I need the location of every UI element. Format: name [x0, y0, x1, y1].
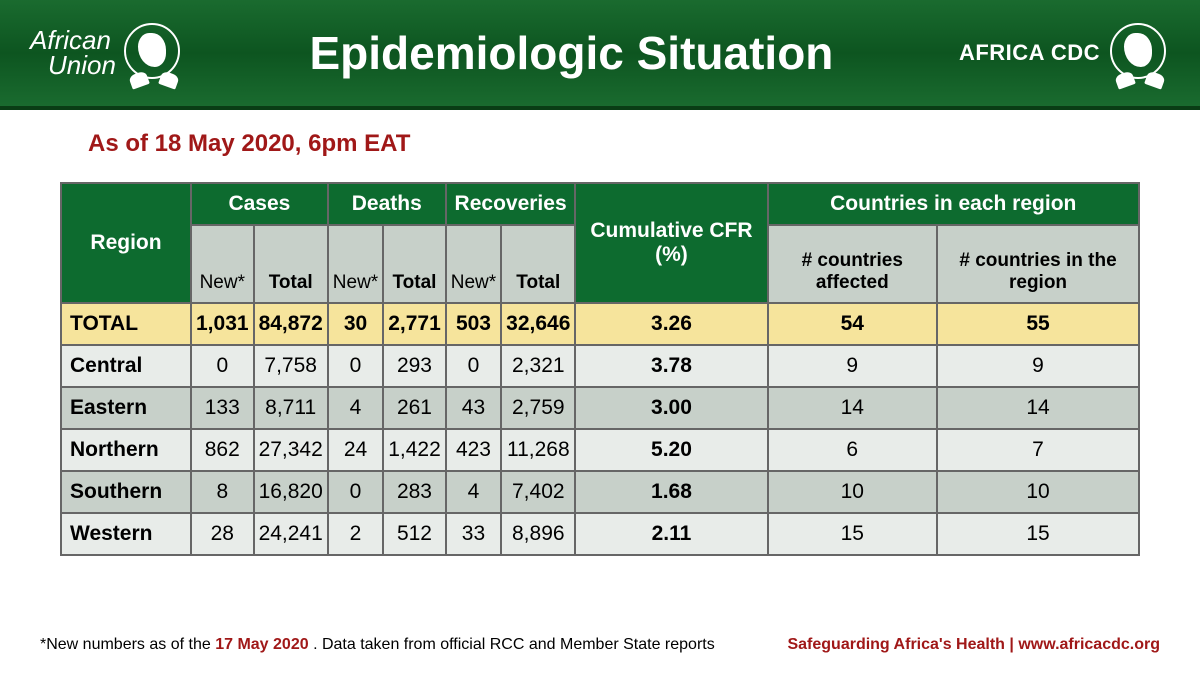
cell: Eastern	[61, 387, 191, 429]
cell: 2,321	[501, 345, 575, 387]
cell: 2	[328, 513, 383, 555]
cell: 15	[937, 513, 1139, 555]
cell: 28	[191, 513, 254, 555]
cell: TOTAL	[61, 303, 191, 345]
footnote-date: 17 May 2020	[215, 636, 308, 653]
cell: 24	[328, 429, 383, 471]
footer: *New numbers as of the 17 May 2020 . Dat…	[0, 636, 1200, 654]
cell: 512	[383, 513, 446, 555]
epidemiologic-table: Region Cases Deaths Recoveries Cumulativ…	[60, 182, 1140, 556]
cell: 7,758	[254, 345, 328, 387]
subcol-inregion: # countries in the region	[937, 225, 1139, 303]
cell: 1,422	[383, 429, 446, 471]
cell: 7	[937, 429, 1139, 471]
col-cases: Cases	[191, 183, 328, 225]
tagline: Safeguarding Africa's Health | www.afric…	[787, 636, 1160, 654]
cell: 16,820	[254, 471, 328, 513]
cell: 54	[768, 303, 938, 345]
cell: 32,646	[501, 303, 575, 345]
cell: 293	[383, 345, 446, 387]
cell: 1.68	[575, 471, 767, 513]
cell: Western	[61, 513, 191, 555]
cell: 24,241	[254, 513, 328, 555]
cell: 9	[937, 345, 1139, 387]
table-row: Western2824,2412512338,8962.111515	[61, 513, 1139, 555]
subcol-cases-total: Total	[254, 225, 328, 303]
cell: 9	[768, 345, 938, 387]
cell: 84,872	[254, 303, 328, 345]
col-recoveries: Recoveries	[446, 183, 576, 225]
table-row-total: TOTAL 1,031 84,872 30 2,771 503 32,646 3…	[61, 303, 1139, 345]
subcol-deaths-new: New*	[328, 225, 383, 303]
cell: 0	[328, 471, 383, 513]
cell: 3.26	[575, 303, 767, 345]
cell: 4	[328, 387, 383, 429]
cell: 10	[937, 471, 1139, 513]
table-body: TOTAL 1,031 84,872 30 2,771 503 32,646 3…	[61, 303, 1139, 555]
cell: 8	[191, 471, 254, 513]
table-row: Central07,758029302,3213.7899	[61, 345, 1139, 387]
cell: Southern	[61, 471, 191, 513]
col-deaths: Deaths	[328, 183, 446, 225]
cell: 0	[446, 345, 501, 387]
cell: 3.78	[575, 345, 767, 387]
header-bar: African Union Epidemiologic Situation AF…	[0, 0, 1200, 110]
subcol-deaths-total: Total	[383, 225, 446, 303]
cell: 1,031	[191, 303, 254, 345]
subcol-affected: # countries affected	[768, 225, 938, 303]
africa-globe-icon	[124, 23, 184, 83]
footnote: *New numbers as of the 17 May 2020 . Dat…	[40, 636, 715, 654]
cell: 503	[446, 303, 501, 345]
cell: Central	[61, 345, 191, 387]
cell: 2,771	[383, 303, 446, 345]
cell: 133	[191, 387, 254, 429]
african-union-logo: African Union	[30, 23, 184, 83]
as-of-date: As of 18 May 2020, 6pm EAT	[88, 130, 1140, 158]
cell: 11,268	[501, 429, 575, 471]
cell: 14	[768, 387, 938, 429]
cell: 2.11	[575, 513, 767, 555]
cell: 5.20	[575, 429, 767, 471]
cell: 862	[191, 429, 254, 471]
subcol-rec-total: Total	[501, 225, 575, 303]
cell: 4	[446, 471, 501, 513]
cell: 10	[768, 471, 938, 513]
cdc-label: AFRICA CDC	[959, 40, 1100, 66]
africa-globe-icon	[1110, 23, 1170, 83]
page-title: Epidemiologic Situation	[309, 26, 833, 80]
subcol-rec-new: New*	[446, 225, 501, 303]
table-row: Eastern1338,7114261432,7593.001414	[61, 387, 1139, 429]
col-cfr: Cumulative CFR (%)	[575, 183, 767, 303]
cell: 0	[328, 345, 383, 387]
cell: 43	[446, 387, 501, 429]
cell: 2,759	[501, 387, 575, 429]
cell: 8,896	[501, 513, 575, 555]
subcol-cases-new: New*	[191, 225, 254, 303]
cell: 14	[937, 387, 1139, 429]
cell: Northern	[61, 429, 191, 471]
cell: 27,342	[254, 429, 328, 471]
cell: 6	[768, 429, 938, 471]
content-area: As of 18 May 2020, 6pm EAT Region Cases …	[0, 110, 1200, 556]
cell: 3.00	[575, 387, 767, 429]
africa-cdc-logo: AFRICA CDC	[959, 23, 1170, 83]
cell: 8,711	[254, 387, 328, 429]
col-countries: Countries in each region	[768, 183, 1140, 225]
cell: 261	[383, 387, 446, 429]
cell: 15	[768, 513, 938, 555]
cell: 33	[446, 513, 501, 555]
col-region: Region	[61, 183, 191, 303]
cell: 30	[328, 303, 383, 345]
au-line2: Union	[30, 53, 116, 78]
cell: 283	[383, 471, 446, 513]
cell: 7,402	[501, 471, 575, 513]
footnote-suffix: . Data taken from official RCC and Membe…	[313, 636, 715, 653]
cell: 55	[937, 303, 1139, 345]
footnote-prefix: *New numbers as of the	[40, 636, 215, 653]
table-row: Southern816,820028347,4021.681010	[61, 471, 1139, 513]
cell: 423	[446, 429, 501, 471]
cell: 0	[191, 345, 254, 387]
table-row: Northern86227,342241,42242311,2685.2067	[61, 429, 1139, 471]
